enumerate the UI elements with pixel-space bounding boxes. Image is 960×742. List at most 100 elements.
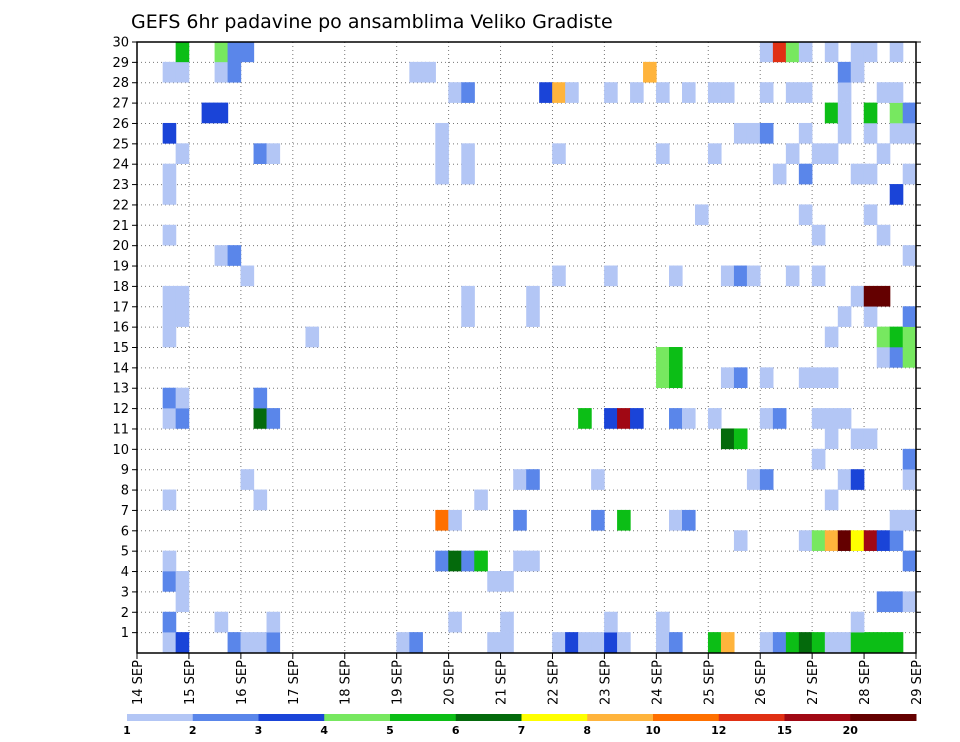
data-cell bbox=[824, 143, 839, 164]
data-cell bbox=[526, 285, 540, 307]
data-cell bbox=[824, 428, 839, 450]
y-tick-label: 17 bbox=[112, 300, 129, 315]
data-cell bbox=[720, 82, 735, 103]
data-cell bbox=[227, 61, 242, 83]
data-cell bbox=[889, 632, 904, 653]
data-cell bbox=[448, 509, 462, 531]
data-cell bbox=[876, 224, 891, 246]
data-cell bbox=[876, 143, 891, 164]
data-cell bbox=[162, 632, 177, 653]
y-tick-label: 27 bbox=[112, 97, 129, 112]
data-cell bbox=[201, 102, 216, 124]
data-cell bbox=[591, 632, 605, 653]
data-cell bbox=[837, 408, 852, 429]
data-cell bbox=[889, 122, 904, 144]
data-cell bbox=[863, 102, 878, 124]
x-tick-label: 15 SEP bbox=[183, 660, 198, 705]
y-tick-label: 16 bbox=[112, 321, 129, 336]
y-tick-label: 4 bbox=[121, 565, 129, 580]
data-cell bbox=[837, 102, 852, 124]
data-cell bbox=[720, 265, 735, 287]
data-cell bbox=[759, 408, 774, 429]
x-tick-label: 16 SEP bbox=[235, 660, 250, 705]
data-cell bbox=[733, 530, 748, 551]
data-cell bbox=[435, 143, 449, 164]
x-tick-label: 17 SEP bbox=[287, 660, 302, 705]
data-cell bbox=[772, 408, 787, 429]
data-cell bbox=[409, 61, 423, 83]
colorbar-swatch bbox=[455, 714, 522, 721]
data-cell bbox=[785, 41, 800, 63]
data-cell bbox=[240, 41, 255, 63]
data-cell bbox=[733, 122, 748, 144]
data-cell bbox=[604, 265, 618, 287]
colorbar-swatch bbox=[521, 714, 588, 721]
data-cell bbox=[772, 41, 787, 63]
data-cell bbox=[617, 408, 631, 429]
data-cell bbox=[500, 611, 514, 633]
y-tick-label: 12 bbox=[112, 402, 129, 417]
y-tick-label: 29 bbox=[112, 56, 129, 71]
x-tick-label: 28 SEP bbox=[858, 660, 873, 705]
data-cell bbox=[461, 143, 475, 164]
data-cell bbox=[604, 82, 618, 103]
data-cell bbox=[552, 265, 566, 287]
data-cell bbox=[175, 61, 190, 83]
colorbar-label: 3 bbox=[255, 724, 263, 737]
data-cell bbox=[175, 387, 190, 409]
data-cell bbox=[253, 632, 268, 653]
data-cell bbox=[461, 550, 475, 572]
data-cell bbox=[162, 611, 177, 633]
x-tick-label: 19 SEP bbox=[391, 660, 406, 705]
data-cell bbox=[798, 82, 813, 103]
y-tick-label: 15 bbox=[112, 341, 129, 356]
y-tick-label: 22 bbox=[112, 198, 129, 213]
data-cell bbox=[435, 509, 449, 531]
data-cell bbox=[863, 41, 878, 63]
data-cell bbox=[162, 489, 177, 511]
data-cell bbox=[253, 489, 268, 511]
data-cell bbox=[902, 306, 917, 327]
data-cell bbox=[162, 387, 177, 409]
data-cell bbox=[409, 632, 423, 653]
data-cell bbox=[811, 367, 826, 389]
data-cell bbox=[746, 469, 761, 490]
data-cell bbox=[863, 204, 878, 226]
y-axis: 1234567891011121314151617181920212223242… bbox=[112, 36, 921, 641]
data-cell bbox=[824, 41, 839, 63]
data-cell bbox=[630, 408, 644, 429]
data-cell bbox=[552, 143, 566, 164]
data-cell bbox=[863, 306, 878, 327]
data-cell bbox=[162, 122, 177, 144]
data-cell bbox=[474, 550, 488, 572]
data-cell bbox=[863, 428, 878, 450]
data-cell bbox=[902, 102, 917, 124]
data-cell bbox=[448, 550, 462, 572]
data-cell bbox=[214, 102, 229, 124]
data-cell bbox=[824, 632, 839, 653]
y-tick-label: 23 bbox=[112, 178, 129, 193]
data-cell bbox=[175, 306, 190, 327]
data-cell bbox=[889, 82, 904, 103]
data-cell bbox=[526, 550, 540, 572]
data-cell bbox=[733, 265, 748, 287]
data-cell bbox=[656, 367, 670, 389]
x-tick-label: 18 SEP bbox=[339, 660, 354, 705]
data-cell bbox=[824, 367, 839, 389]
data-cell bbox=[175, 571, 190, 592]
data-cell bbox=[759, 122, 774, 144]
data-cell bbox=[162, 326, 177, 348]
data-cell bbox=[175, 408, 190, 429]
data-cell bbox=[811, 448, 826, 470]
data-cell bbox=[759, 632, 774, 653]
data-cell bbox=[707, 82, 722, 103]
data-cell bbox=[863, 285, 878, 307]
data-cell bbox=[785, 265, 800, 287]
data-cell bbox=[876, 82, 891, 103]
data-cell bbox=[694, 204, 709, 226]
data-cell bbox=[682, 509, 696, 531]
data-cell bbox=[850, 61, 865, 83]
data-cell bbox=[720, 428, 735, 450]
data-cell bbox=[772, 632, 787, 653]
